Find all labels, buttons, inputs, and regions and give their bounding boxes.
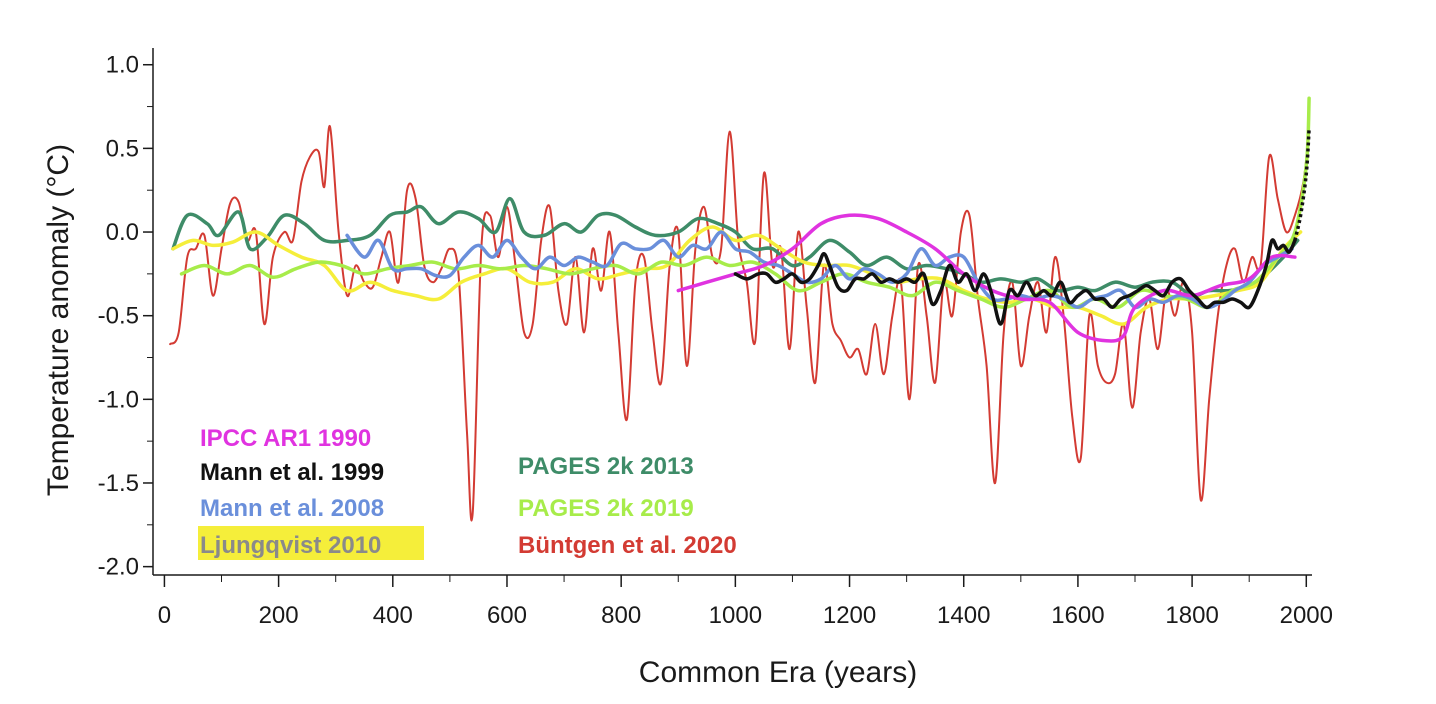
- legend-entry-mann-et-al-1999: Mann et al. 1999: [200, 459, 384, 486]
- y-tick-label: 1.0: [106, 52, 139, 79]
- x-tick-label: 2000: [1280, 602, 1333, 629]
- x-tick-label: 1400: [937, 602, 990, 629]
- x-tick-label: 600: [487, 602, 527, 629]
- legend-entry-ipcc-ar1-1990: IPCC AR1 1990: [200, 425, 371, 452]
- axes: 1.0 0.5 0.0 -0.5 -1.0 -1.5 -2.0 0 200 400 600 800 10…: [98, 48, 1333, 629]
- x-tick-label: 400: [373, 602, 413, 629]
- y-tick-label: 0.0: [106, 219, 139, 246]
- y-tick-label: -2.0: [98, 554, 139, 581]
- x-tick-label: 1600: [1051, 602, 1104, 629]
- x-axis-title: Common Era (years): [639, 656, 917, 689]
- x-tick-label: 1800: [1165, 602, 1218, 629]
- legend-entry-pages-2k-2019: PAGES 2k 2019: [518, 495, 694, 522]
- y-tick-label: 0.5: [106, 135, 139, 162]
- series-line-ljungqvist-2010: [171, 225, 1303, 326]
- legend-entry-ljungqvist-2010: Ljungqvist 2010: [200, 532, 381, 559]
- y-axis-title: Temperature anomaly (°C): [42, 144, 75, 496]
- legend-highlight: [198, 526, 424, 560]
- x-tick-label: 1200: [823, 602, 876, 629]
- series-layer: [169, 96, 1311, 522]
- legend-entry-pages-2k-2013: PAGES 2k 2013: [518, 453, 694, 480]
- y-tick-label: -1.5: [98, 470, 139, 497]
- legend-entry-mann-et-al-2008: Mann et al. 2008: [200, 495, 384, 522]
- x-tick-label: 1000: [709, 602, 762, 629]
- x-tick-label: 0: [158, 602, 171, 629]
- x-tick-label: 800: [601, 602, 641, 629]
- series-line-b-ntgen-et-al-2020: [169, 125, 1311, 522]
- legend: IPCC AR1 1990 Mann et al. 1999 Mann et al.…: [198, 425, 737, 560]
- y-tick-label: -0.5: [98, 303, 139, 330]
- y-tick-label: -1.0: [98, 386, 139, 413]
- x-tick-label: 200: [259, 602, 299, 629]
- series-line-mann-et-al-1999: [733, 238, 1297, 326]
- legend-entry-b-ntgen-et-al-2020: Büntgen et al. 2020: [518, 532, 737, 559]
